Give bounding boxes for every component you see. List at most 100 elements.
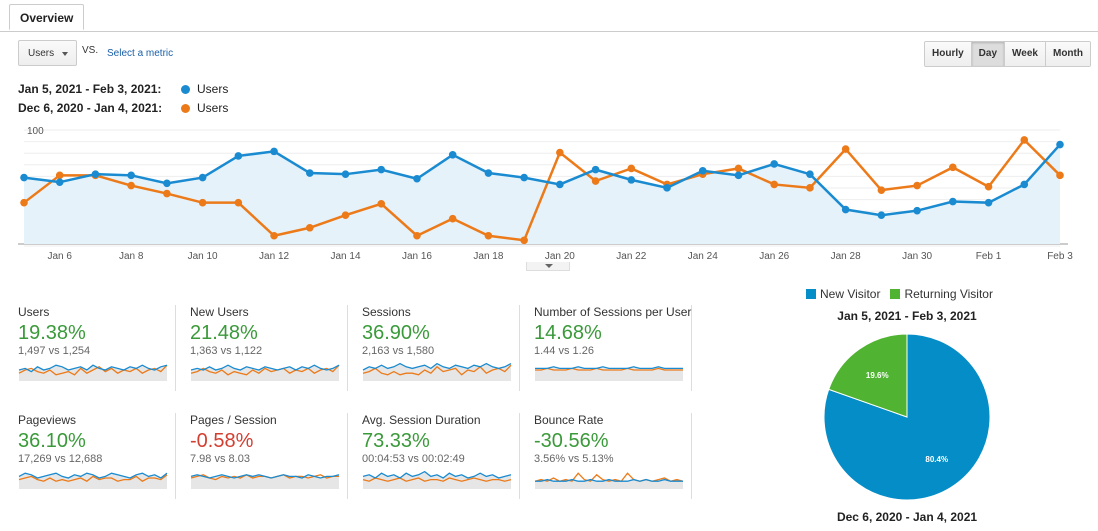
scorecard-sessions[interactable]: Sessions 36.90% 2,163 vs 1,580	[362, 305, 520, 391]
x-tick-label: Jan 16	[402, 251, 432, 262]
previous-series-point[interactable]	[806, 184, 814, 192]
chart-collapse-handle[interactable]	[526, 262, 570, 271]
scorecard-pages-session[interactable]: Pages / Session -0.58% 7.98 vs 8.03	[190, 413, 348, 499]
previous-series-point[interactable]	[127, 181, 135, 190]
chevron-down-icon	[62, 52, 68, 56]
scorecard-bounce-rate[interactable]: Bounce Rate -30.56% 3.56% vs 5.13%	[534, 413, 692, 499]
granularity-hourly-button[interactable]: Hourly	[925, 42, 972, 66]
previous-series-point[interactable]	[234, 198, 243, 207]
previous-series-point[interactable]	[556, 148, 564, 157]
legend-current-dot-icon	[181, 85, 190, 94]
previous-series-line	[23, 138, 1061, 242]
current-series-point[interactable]	[1056, 140, 1064, 149]
previous-series-point[interactable]	[913, 181, 921, 190]
current-series-point[interactable]	[698, 166, 707, 175]
current-series-point[interactable]	[341, 170, 350, 178]
current-series-point[interactable]	[484, 169, 493, 177]
current-series-point[interactable]	[663, 184, 671, 192]
current-series-point[interactable]	[770, 160, 779, 168]
previous-series-point[interactable]	[877, 186, 886, 194]
x-tick-label: Jan 18	[473, 251, 503, 262]
pie-slice-label: 80.4%	[925, 455, 948, 464]
current-series-point[interactable]	[20, 173, 28, 182]
scorecard-users[interactable]: Users 19.38% 1,497 vs 1,254	[18, 305, 176, 391]
current-series-point[interactable]	[1020, 180, 1029, 189]
previous-series-point[interactable]	[984, 182, 993, 191]
current-series-point[interactable]	[448, 151, 457, 159]
legend-current-range: Jan 5, 2021 - Feb 3, 2021:	[18, 82, 162, 96]
scorecard-compare: 00:04:53 vs 00:02:49	[362, 453, 465, 465]
current-series-point[interactable]	[984, 198, 993, 207]
scorecard-number-of-sessions-per-user[interactable]: Number of Sessions per User 14.68% 1.44 vs…	[534, 305, 692, 391]
current-series-point[interactable]	[127, 171, 135, 180]
current-series-point[interactable]	[591, 165, 600, 174]
previous-series-point[interactable]	[949, 163, 957, 172]
metric-dropdown[interactable]: Users	[18, 40, 77, 66]
previous-series-point[interactable]	[198, 198, 207, 207]
scorecard-name: Sessions	[362, 305, 411, 319]
vs-label: VS.	[82, 45, 99, 56]
current-series-point[interactable]	[55, 178, 64, 186]
previous-series-point[interactable]	[734, 164, 743, 173]
current-series-point[interactable]	[305, 169, 314, 177]
pie-slice-returning-visitor[interactable]	[828, 333, 908, 418]
current-series-point[interactable]	[198, 173, 207, 182]
x-tick-label: Jan 28	[831, 251, 861, 262]
previous-series-point[interactable]	[20, 198, 28, 207]
current-series-point[interactable]	[91, 170, 100, 178]
previous-series-point[interactable]	[305, 223, 314, 232]
legend-previous-dot-icon	[181, 104, 190, 113]
previous-series-point[interactable]	[341, 211, 350, 220]
legend-current: Jan 5, 2021 - Feb 3, 2021: Users	[18, 82, 228, 96]
scorecard-change: 73.33%	[362, 430, 430, 452]
previous-series-point[interactable]	[163, 189, 171, 198]
granularity-month-button[interactable]: Month	[1045, 42, 1090, 66]
current-series-point[interactable]	[413, 174, 421, 183]
previous-series-point[interactable]	[484, 231, 493, 240]
current-series-point[interactable]	[913, 206, 921, 215]
previous-series-point[interactable]	[1056, 171, 1064, 180]
scorecard-new-users[interactable]: New Users 21.48% 1,363 vs 1,122	[190, 305, 348, 391]
current-series-point[interactable]	[877, 211, 886, 220]
previous-series-point[interactable]	[841, 145, 850, 153]
current-series-point[interactable]	[520, 173, 528, 182]
sparkline-current-line	[535, 478, 683, 482]
scorecard-sparkline	[534, 472, 684, 489]
scorecard-avg-session-duration[interactable]: Avg. Session Duration 73.33% 00:04:53 vs 0…	[362, 413, 520, 499]
previous-series-point[interactable]	[413, 231, 421, 240]
previous-series-point[interactable]	[377, 200, 386, 208]
x-tick-label: Jan 22	[616, 251, 646, 262]
previous-series-point[interactable]	[520, 236, 528, 245]
tab-overview[interactable]: Overview	[9, 4, 85, 30]
current-series-point[interactable]	[163, 179, 171, 188]
current-series-point[interactable]	[806, 170, 814, 178]
scorecard-change: 21.48%	[190, 322, 258, 344]
previous-series-point[interactable]	[448, 214, 457, 223]
current-series-point[interactable]	[949, 197, 957, 206]
current-series-point[interactable]	[556, 180, 564, 189]
granularity-day-button[interactable]: Day	[971, 42, 1006, 66]
scorecard-pageviews[interactable]: Pageviews 36.10% 17,269 vs 12,688	[18, 413, 176, 499]
previous-series-point[interactable]	[627, 164, 636, 173]
current-series-point[interactable]	[377, 165, 386, 174]
current-series-point[interactable]	[270, 147, 278, 156]
previous-series-point[interactable]	[1020, 136, 1029, 144]
sparkline-previous-line	[18, 474, 168, 482]
previous-series-point[interactable]	[55, 171, 64, 180]
current-series-point[interactable]	[734, 171, 743, 180]
legend-previous-range: Dec 6, 2020 - Jan 4, 2021:	[18, 101, 163, 115]
current-series-point[interactable]	[234, 152, 243, 160]
current-series-point[interactable]	[841, 205, 850, 214]
pie-legend: New Visitor Returning Visitor	[806, 287, 993, 301]
current-series-point[interactable]	[627, 176, 636, 184]
granularity-week-button[interactable]: Week	[1005, 42, 1046, 66]
scorecard-change: -0.58%	[190, 430, 254, 452]
select-metric-link[interactable]: Select a metric	[107, 48, 174, 59]
pie-legend-new: New Visitor	[820, 287, 881, 301]
previous-series-point[interactable]	[591, 177, 600, 185]
previous-series-point[interactable]	[770, 180, 779, 189]
x-tick-label: Jan 26	[759, 251, 789, 262]
scorecard-compare: 17,269 vs 12,688	[18, 453, 103, 465]
previous-series-point[interactable]	[270, 231, 278, 240]
